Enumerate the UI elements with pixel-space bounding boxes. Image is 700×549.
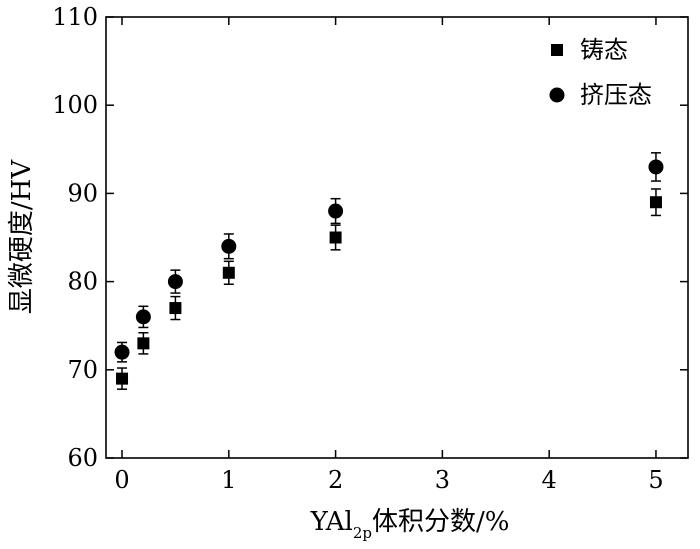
legend-label: 铸态 <box>580 36 628 64</box>
y-tick-label: 90 <box>67 179 98 207</box>
x-axis-title: YAl2p体积分数/% <box>310 507 510 542</box>
y-tick-label: 100 <box>52 91 98 119</box>
series-circle <box>115 153 664 362</box>
data-point-square <box>650 196 662 208</box>
data-point-square <box>116 373 128 385</box>
y-tick-label: 70 <box>67 356 98 384</box>
series-square <box>116 189 662 389</box>
data-point-circle <box>168 274 183 289</box>
data-point-square <box>223 267 235 279</box>
x-axis-title-main: YAl <box>310 507 353 537</box>
data-point-circle <box>648 159 663 174</box>
data-point-square <box>330 232 342 244</box>
legend-marker-circle <box>550 88 565 103</box>
data-point-circle <box>221 239 236 254</box>
x-tick-label: 0 <box>114 466 129 494</box>
data-point-square <box>169 302 181 314</box>
x-tick-label: 2 <box>328 466 343 494</box>
data-point-circle <box>136 309 151 324</box>
y-tick-label: 110 <box>52 3 98 31</box>
x-tick-label: 1 <box>221 466 236 494</box>
legend-label: 挤压态 <box>580 81 652 109</box>
x-tick-label: 3 <box>435 466 450 494</box>
legend-marker-square <box>551 44 563 56</box>
data-series <box>115 153 664 389</box>
data-point-circle <box>115 345 130 360</box>
data-point-circle <box>328 204 343 219</box>
x-tick-label: 5 <box>648 466 663 494</box>
data-point-square <box>137 337 149 349</box>
y-tick-label: 80 <box>67 268 98 296</box>
y-tick-label: 60 <box>67 444 98 472</box>
y-axis-title: 显微硬度/HV <box>7 159 37 314</box>
x-axis-title-subscript: 2p <box>353 524 372 542</box>
x-tick-label: 4 <box>542 466 557 494</box>
x-axis-title-rest: 体积分数/% <box>372 507 509 537</box>
axis-ticks: 0 1 2 3 4 5 60 70 80 90 100 110 <box>52 3 688 494</box>
